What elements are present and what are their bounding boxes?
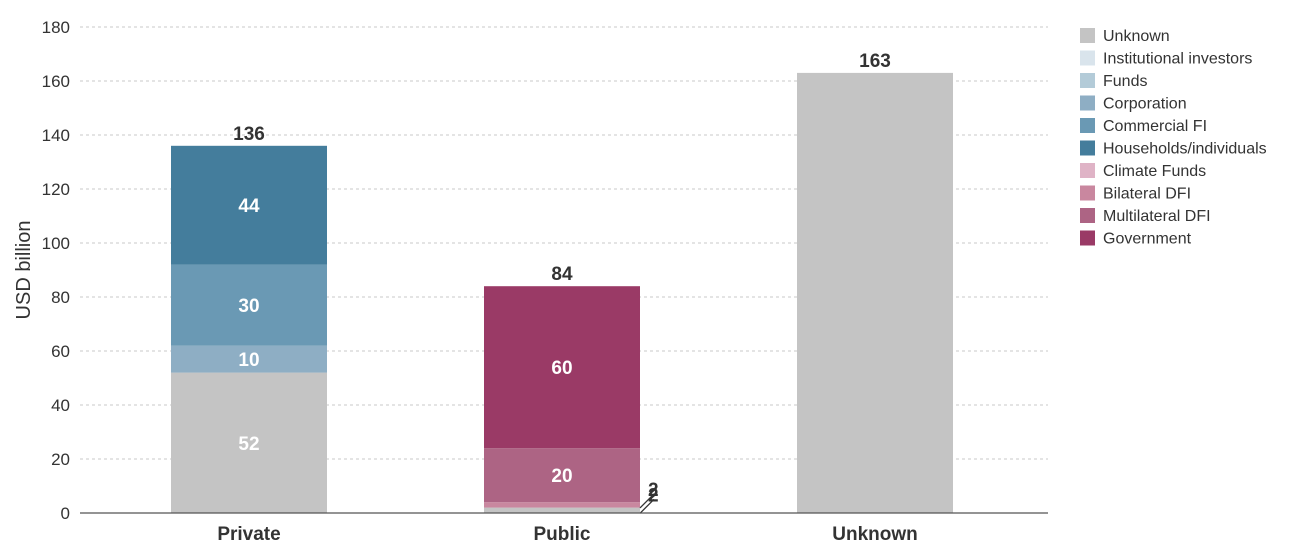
bar-segment-corporation bbox=[171, 345, 327, 373]
legend-swatch bbox=[1080, 50, 1095, 66]
callout-line bbox=[639, 493, 655, 509]
legend-swatch bbox=[1080, 185, 1095, 201]
y-tick-label: 180 bbox=[42, 18, 70, 37]
segment-label-callout: 2 bbox=[648, 480, 659, 501]
x-axis-categories: Private Public Unknown bbox=[217, 524, 917, 542]
legend-label: Climate Funds bbox=[1103, 163, 1206, 180]
bar-group-public: 22 20 60 84 bbox=[484, 264, 659, 514]
bar-segment-commercial-fi bbox=[171, 264, 327, 346]
bar-segment-bilateral-dfi bbox=[484, 502, 640, 508]
bar-segment-multilateral-dfi bbox=[484, 448, 640, 503]
y-tick-label: 100 bbox=[42, 234, 70, 253]
bar-group-unknown: 163 bbox=[797, 51, 953, 514]
x-category-label: Unknown bbox=[832, 524, 918, 542]
legend-item-corporation: Corporation bbox=[1080, 95, 1187, 113]
y-tick-label: 60 bbox=[51, 342, 70, 361]
legend-label: Households/individuals bbox=[1103, 141, 1267, 158]
legend-item-government: Government bbox=[1080, 230, 1192, 248]
legend-swatch bbox=[1080, 163, 1095, 178]
legend: Unknown Institutional investors Funds Corpo… bbox=[1080, 28, 1267, 248]
legend-label: Unknown bbox=[1103, 28, 1170, 45]
bar-segment-households-individuals bbox=[171, 145, 327, 265]
x-category-label: Private bbox=[217, 524, 280, 542]
segment-label-callout: 2 bbox=[648, 485, 659, 506]
bar-total-label: 163 bbox=[859, 51, 891, 72]
bar-total-label: 84 bbox=[551, 264, 573, 285]
legend-label: Government bbox=[1103, 231, 1192, 248]
segment-label: 10 bbox=[238, 350, 259, 371]
legend-swatch bbox=[1080, 208, 1095, 223]
y-axis-label: USD billion bbox=[13, 221, 35, 320]
legend-label: Funds bbox=[1103, 73, 1147, 90]
legend-label: Multilateral DFI bbox=[1103, 208, 1211, 225]
legend-swatch bbox=[1080, 95, 1095, 111]
legend-swatch bbox=[1080, 140, 1095, 156]
legend-item-multilateral-dfi: Multilateral DFI bbox=[1080, 208, 1211, 225]
bar-segment-unknown bbox=[797, 72, 953, 514]
legend-swatch bbox=[1080, 230, 1095, 246]
legend-label: Institutional investors bbox=[1103, 51, 1252, 68]
y-tick-label: 160 bbox=[42, 72, 70, 91]
legend-item-unknown: Unknown bbox=[1080, 28, 1170, 45]
legend-item-climate-funds: Climate Funds bbox=[1080, 163, 1206, 180]
legend-item-bilateral-dfi: Bilateral DFI bbox=[1080, 185, 1191, 203]
y-tick-label: 40 bbox=[51, 396, 70, 415]
legend-swatch bbox=[1080, 73, 1095, 88]
segment-label: 52 bbox=[238, 434, 259, 455]
legend-item-funds: Funds bbox=[1080, 73, 1147, 90]
bar-segment-unknown bbox=[171, 372, 327, 513]
legend-item-institutional-investors: Institutional investors bbox=[1080, 50, 1252, 68]
y-tick-label: 120 bbox=[42, 180, 70, 199]
segment-label: 20 bbox=[551, 466, 572, 487]
legend-label: Bilateral DFI bbox=[1103, 186, 1191, 203]
y-tick-label: 80 bbox=[51, 288, 70, 307]
bar-segment-unknown bbox=[484, 507, 640, 513]
legend-label: Corporation bbox=[1103, 96, 1187, 113]
legend-item-households-individuals: Households/individuals bbox=[1080, 140, 1267, 158]
segment-label: 44 bbox=[238, 196, 260, 217]
segment-label: 60 bbox=[551, 358, 572, 379]
bar-segment-government bbox=[484, 286, 640, 449]
y-tick-label: 20 bbox=[51, 450, 70, 469]
legend-swatch bbox=[1080, 118, 1095, 133]
segment-label: 30 bbox=[238, 296, 259, 317]
legend-swatch bbox=[1080, 28, 1095, 43]
bar-group-private: 52 10 30 44 136 bbox=[171, 124, 327, 513]
bar-total-label: 136 bbox=[233, 124, 265, 145]
bars: 52 10 30 44 136 22 20 60 84 163 bbox=[171, 51, 953, 514]
callout-line bbox=[639, 498, 655, 514]
x-category-label: Public bbox=[533, 524, 590, 542]
y-axis-ticks: 0 20 40 60 80 100 120 140 160 180 bbox=[42, 18, 70, 523]
legend-label: Commercial FI bbox=[1103, 118, 1207, 135]
y-tick-label: 140 bbox=[42, 126, 70, 145]
y-tick-label: 0 bbox=[61, 504, 70, 523]
legend-item-commercial-fi: Commercial FI bbox=[1080, 118, 1207, 135]
